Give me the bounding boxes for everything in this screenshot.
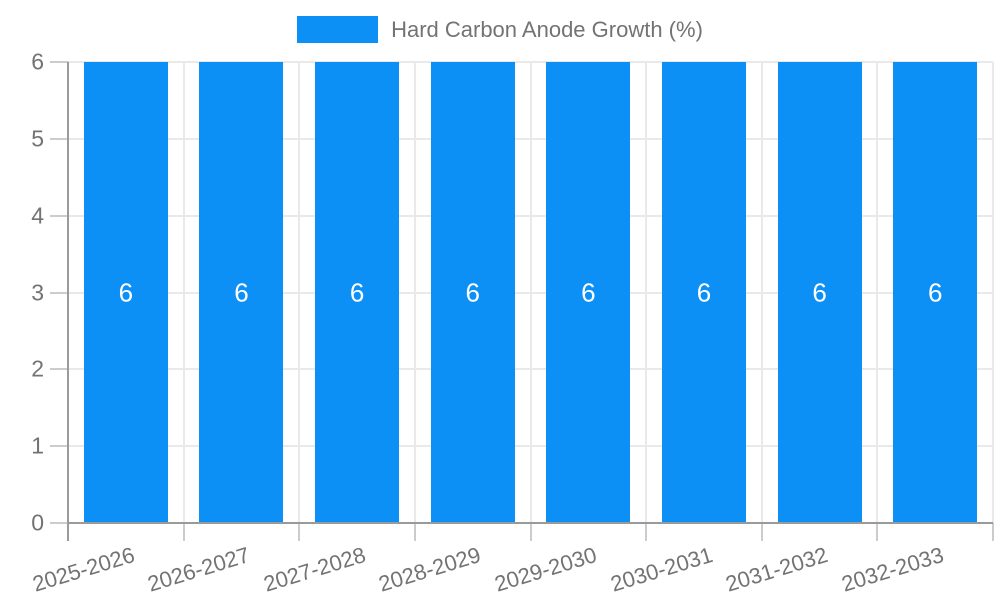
y-axis-tick-label: 5 — [31, 125, 44, 152]
bar-value-label: 6 — [696, 277, 712, 307]
gridline-vertical — [992, 62, 994, 523]
y-axis-tick-label: 3 — [31, 279, 44, 305]
bar-value-label: 6 — [234, 277, 249, 307]
gridline-vertical — [413, 62, 416, 523]
gridline-vertical — [298, 62, 301, 523]
bar-value-label: 6 — [349, 277, 365, 307]
gridline-vertical — [182, 62, 185, 523]
x-axis-tick-label-text: 2025-2026 — [29, 542, 138, 597]
x-axis-tick — [413, 523, 416, 541]
x-axis-tick — [876, 523, 879, 541]
bar: 6 — [315, 62, 400, 523]
y-axis-tick-label: 2 — [31, 355, 44, 382]
gridline-vertical — [529, 62, 532, 523]
gridline-vertical — [760, 62, 763, 523]
bar: 6 — [199, 62, 284, 523]
x-axis-tick — [645, 523, 648, 541]
y-axis-tick — [50, 214, 68, 217]
y-axis-tick-label: 4 — [31, 202, 44, 229]
x-axis-tick-label-text: 2027-2028 — [260, 542, 369, 597]
y-axis-tick — [50, 368, 68, 371]
y-axis-tick — [50, 61, 68, 63]
y-axis-line — [67, 62, 69, 541]
legend-swatch — [297, 16, 379, 43]
x-axis-tick — [529, 523, 532, 541]
x-axis-tick — [760, 523, 763, 541]
x-axis-tick-label-text: 2029-2030 — [491, 542, 600, 597]
y-axis-tick-label: 6 — [31, 48, 44, 75]
x-axis-tick-label-text: 2028-2029 — [376, 542, 484, 597]
x-axis-tick-label-text: 2032-2033 — [838, 542, 947, 597]
y-axis-tick — [50, 291, 68, 294]
bar: 6 — [83, 62, 168, 523]
x-axis-tick — [992, 523, 994, 541]
y-axis-tick-label: 1 — [31, 432, 44, 459]
bar-value-label: 6 — [581, 277, 596, 307]
x-axis-tick-label-text: 2031-2032 — [722, 542, 831, 597]
x-axis-tick — [298, 523, 301, 541]
x-axis-tick-label-text: 2026-2027 — [144, 542, 253, 597]
y-axis-tick — [50, 445, 68, 448]
y-axis-tick — [50, 137, 68, 140]
bar: 6 — [777, 62, 862, 523]
y-axis-tick — [50, 522, 68, 524]
x-axis-tick-label-text: 2030-2031 — [607, 542, 716, 597]
bar-value-label: 6 — [812, 277, 827, 307]
bar-value-label: 6 — [927, 277, 943, 307]
plot-area: 6 6 6 6 6 6 6 6 0 1 2 3 4 5 6 2025-2026 2026-2027 2027-20… — [29, 50, 994, 597]
chart-legend[interactable]: Hard Carbon Anode Growth (%) — [0, 16, 1000, 43]
gridline-vertical — [645, 62, 648, 523]
bar-value-label: 6 — [465, 277, 480, 307]
bar: 6 — [893, 62, 978, 523]
legend-label: Hard Carbon Anode Growth (%) — [391, 17, 703, 42]
x-axis-line — [68, 522, 993, 524]
bar: 6 — [430, 62, 515, 523]
bar-value-label: 6 — [118, 277, 134, 307]
bar: 6 — [661, 62, 746, 523]
y-axis-tick-label: 0 — [31, 509, 44, 536]
gridline-vertical — [876, 62, 879, 523]
bar: 6 — [546, 62, 631, 523]
x-axis-tick — [182, 523, 185, 541]
